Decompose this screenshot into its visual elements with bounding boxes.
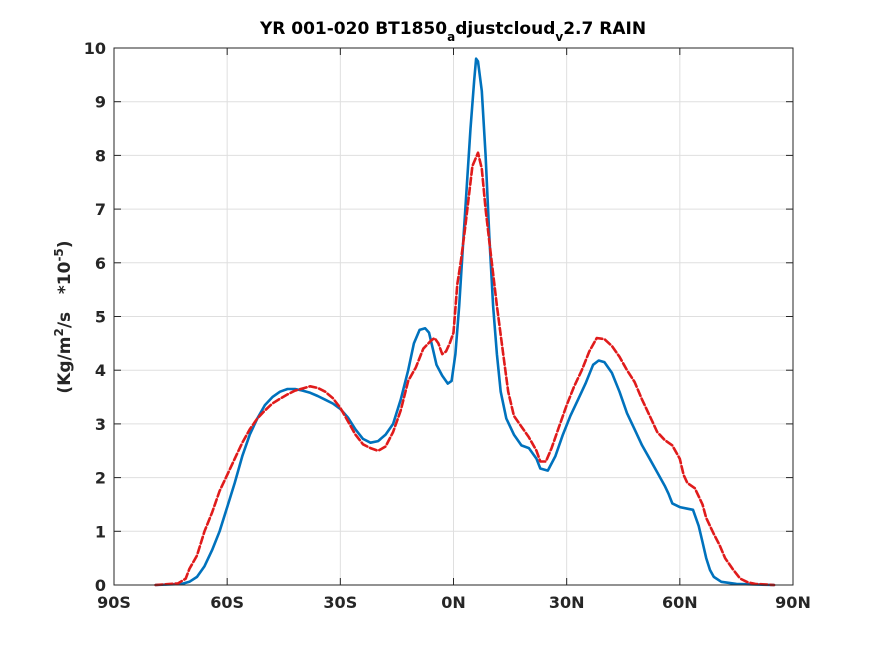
x-tick-label: 60N: [662, 593, 698, 612]
y-tick-label: 5: [95, 308, 106, 327]
y-tick-label: 4: [95, 361, 106, 380]
y-tick-label: 9: [95, 93, 106, 112]
y-tick-label: 6: [95, 254, 106, 273]
series-layer: [154, 57, 776, 587]
y-tick-label: 2: [95, 469, 106, 488]
dashed-series-line: [154, 151, 776, 587]
y-axis-label: (Kg/m2/s *10-5): [52, 240, 75, 393]
y-tick-label: 8: [95, 146, 106, 165]
y-tick-label: 3: [95, 415, 106, 434]
x-tick-label: 0N: [441, 593, 466, 612]
y-tick-label: 10: [84, 39, 106, 58]
chart-title: YR 001-020 BT1850adjustcloudv2.7 RAIN: [259, 19, 646, 44]
y-tick-label: 1: [95, 522, 106, 541]
x-tick-label: 30S: [323, 593, 357, 612]
x-tick-label: 30N: [549, 593, 585, 612]
y-tick-label: 0: [95, 576, 106, 595]
y-tick-label: 7: [95, 200, 106, 219]
x-tick-label: 60S: [210, 593, 244, 612]
axis-ticks: 90S 60S 30S 0N 30N 60N 90N 0 1 2 3 4 5 6 7 8 9 10: [84, 39, 811, 612]
solid-series-line: [154, 57, 776, 587]
x-tick-label: 90S: [97, 593, 131, 612]
x-tick-label: 90N: [775, 593, 811, 612]
